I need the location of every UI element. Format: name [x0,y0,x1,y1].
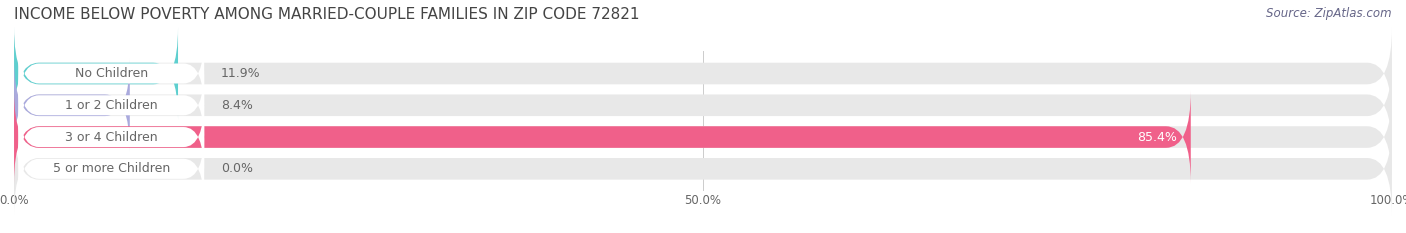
FancyBboxPatch shape [14,59,1392,152]
FancyBboxPatch shape [14,27,179,120]
FancyBboxPatch shape [18,36,204,111]
Text: 11.9%: 11.9% [221,67,260,80]
FancyBboxPatch shape [14,91,1392,183]
Text: 0.0%: 0.0% [221,162,253,175]
Text: Source: ZipAtlas.com: Source: ZipAtlas.com [1267,7,1392,20]
FancyBboxPatch shape [14,91,1191,183]
FancyBboxPatch shape [18,99,204,175]
FancyBboxPatch shape [14,27,1392,120]
Text: 5 or more Children: 5 or more Children [52,162,170,175]
Text: 1 or 2 Children: 1 or 2 Children [65,99,157,112]
FancyBboxPatch shape [14,59,129,152]
Text: 85.4%: 85.4% [1137,130,1177,144]
Text: 3 or 4 Children: 3 or 4 Children [65,130,157,144]
FancyBboxPatch shape [18,68,204,143]
FancyBboxPatch shape [14,122,1392,215]
Text: 8.4%: 8.4% [221,99,253,112]
FancyBboxPatch shape [18,131,204,206]
Text: INCOME BELOW POVERTY AMONG MARRIED-COUPLE FAMILIES IN ZIP CODE 72821: INCOME BELOW POVERTY AMONG MARRIED-COUPL… [14,7,640,22]
Text: No Children: No Children [75,67,148,80]
